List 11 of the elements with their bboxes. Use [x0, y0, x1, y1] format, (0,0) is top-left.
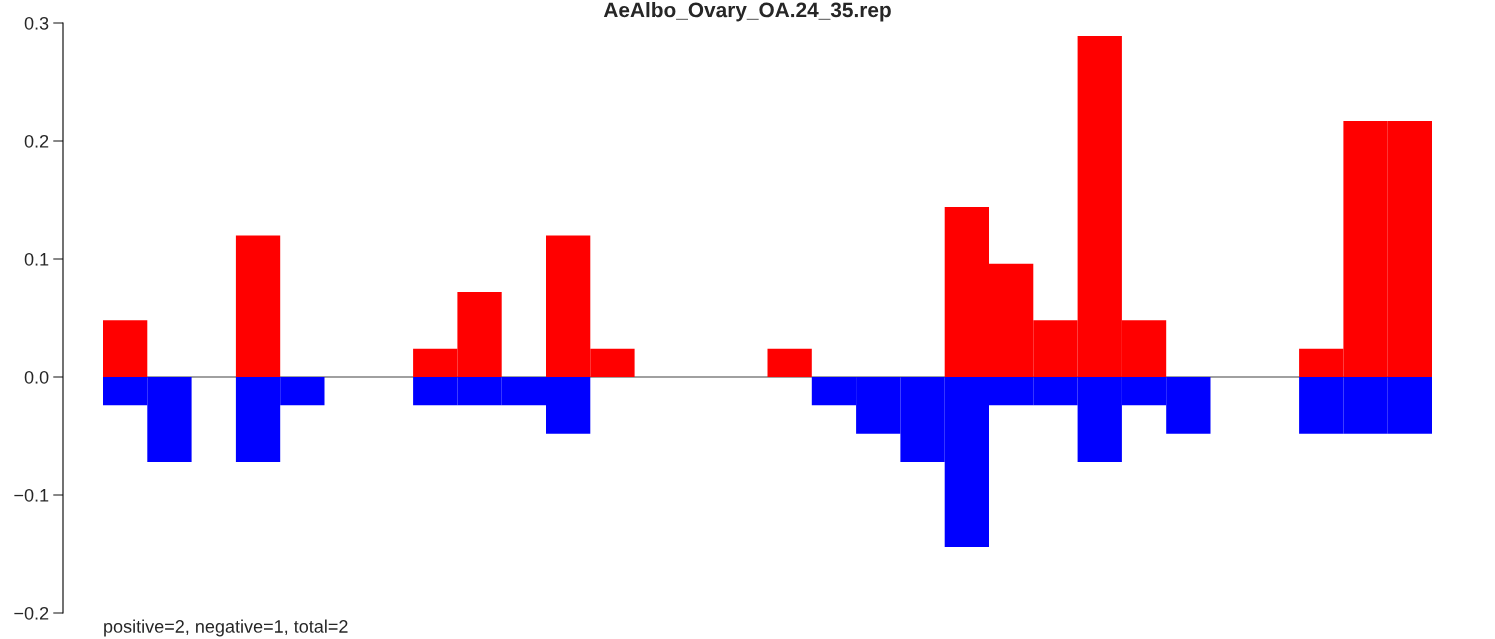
chart-title: AeAlbo_Ovary_OA.24_35.rep — [603, 2, 891, 22]
text: positive=2, negative=1, total=2 — [104, 619, 348, 637]
bar — [103, 320, 148, 377]
y-tick-label: 0.1 — [24, 252, 49, 266]
y-tick-label: 0.0 — [24, 370, 49, 384]
y-tick-label: −0.2 — [14, 606, 49, 620]
y-tick-label: −0.1 — [14, 488, 49, 502]
bar — [767, 348, 812, 377]
bar — [235, 235, 281, 377]
y-tick-label: 0.3 — [24, 16, 49, 30]
y-tick-label: 0.2 — [24, 134, 49, 148]
